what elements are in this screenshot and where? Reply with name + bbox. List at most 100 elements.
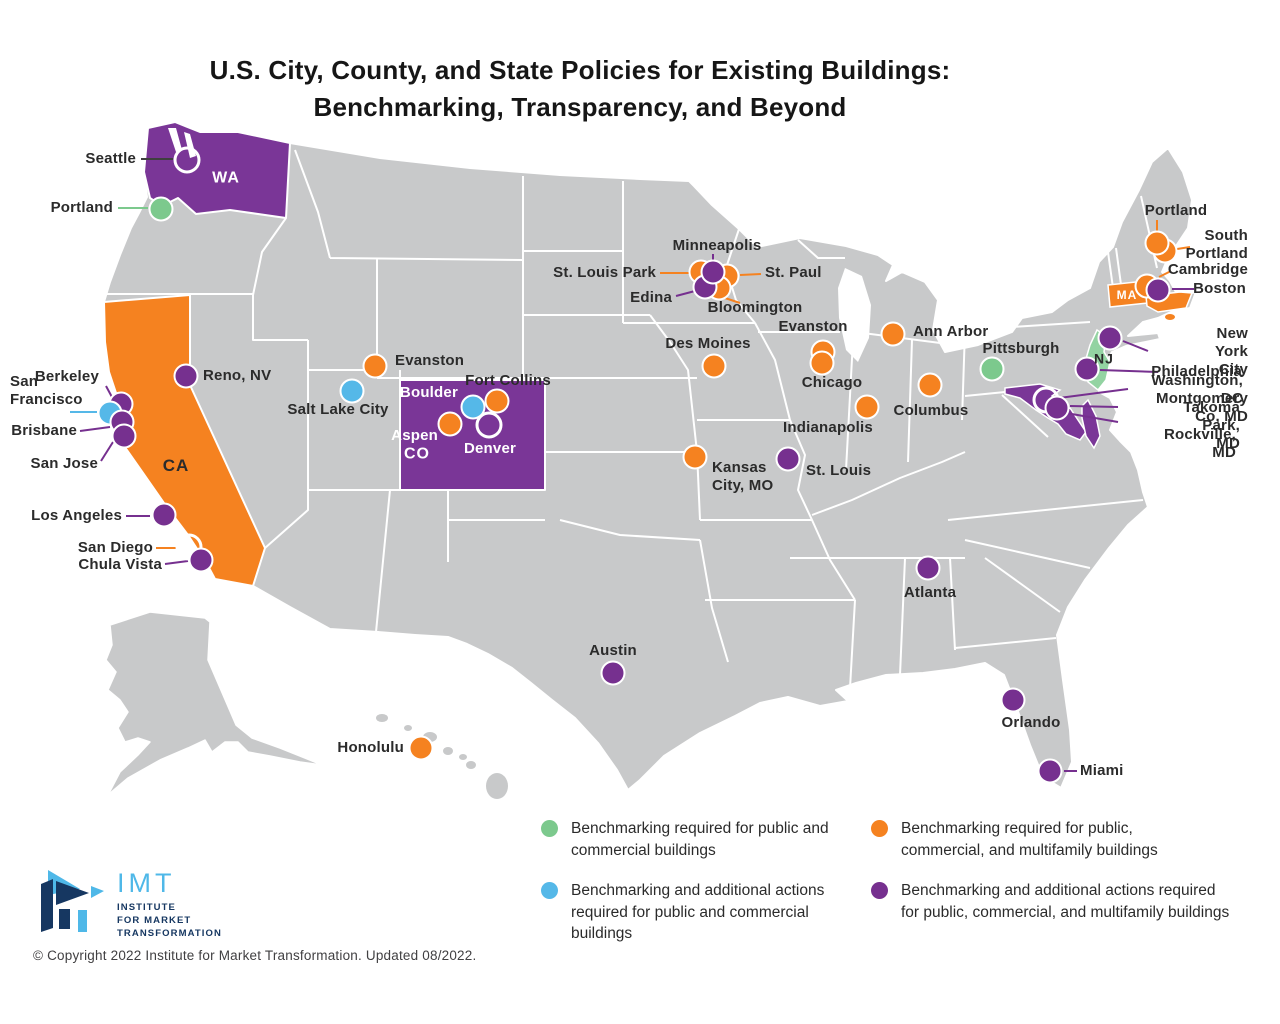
- city-label-kansas-city-mo: Kansas City, MO: [712, 459, 774, 494]
- city-label-washington-dc: Washington, DC: [1151, 372, 1243, 407]
- city-label-minneapolis: Minneapolis: [672, 237, 762, 254]
- legend-item-blue: Benchmarking and additional actions requ…: [541, 880, 871, 945]
- legend-dot-purple: [871, 882, 888, 899]
- city-label-chula-vista: Chula Vista: [78, 556, 162, 573]
- city-marker-minneapolis: [700, 259, 726, 285]
- city-marker-aspen: [437, 411, 463, 437]
- city-label-new-york-city: New York City: [1214, 325, 1249, 378]
- city-label-portland-or: Portland: [50, 199, 113, 216]
- state-label-ma: MA: [1116, 287, 1138, 302]
- connector-line: [79, 426, 111, 432]
- legend-label-orange: Benchmarking required for public, commer…: [901, 820, 1158, 859]
- city-marker-fort-collins: [484, 388, 510, 414]
- state-label-wa: WA: [212, 169, 240, 187]
- lake-michigan: [838, 268, 871, 362]
- city-marker-pittsburgh: [979, 356, 1005, 382]
- city-label-columbus: Columbus: [893, 402, 969, 419]
- city-marker-salt-lake-city: [339, 378, 365, 404]
- city-label-evanston-il: Evanston: [778, 318, 848, 335]
- city-label-orlando: Orlando: [1001, 714, 1061, 731]
- state-label-co: CO: [404, 445, 430, 463]
- city-label-evanston-wy: Evanston: [395, 352, 465, 369]
- city-label-philadelphia: Philadelphia: [1151, 363, 1242, 380]
- legend-dot-green: [541, 820, 558, 837]
- legend-label-green: Benchmarking required for public and com…: [571, 820, 829, 859]
- legend-label-purple: Benchmarking and additional actions requ…: [901, 882, 1230, 921]
- city-marker-miami: [1037, 758, 1063, 784]
- city-label-aspen: Aspen: [391, 427, 438, 444]
- city-marker-kansas-city-mo: [682, 444, 708, 470]
- city-marker-chicago: [809, 350, 835, 376]
- legend-item-green: Benchmarking required for public and com…: [541, 818, 871, 861]
- connector-line: [1069, 405, 1119, 408]
- city-label-san-francisco: San Francisco: [10, 373, 83, 408]
- legend-item-purple: Benchmarking and additional actions requ…: [871, 880, 1231, 923]
- connector-line: [100, 441, 114, 462]
- city-label-honolulu: Honolulu: [337, 739, 404, 756]
- connector-line: [1065, 412, 1119, 423]
- city-marker-austin: [600, 660, 626, 686]
- connector-line: [1176, 246, 1191, 250]
- city-marker-reno-nv: [173, 363, 199, 389]
- city-label-st-louis-park: St. Louis Park: [553, 264, 656, 281]
- connector-line: [675, 290, 696, 297]
- city-label-ann-arbor: Ann Arbor: [913, 323, 989, 340]
- connector-line: [1058, 388, 1129, 399]
- city-marker-st-louis: [775, 446, 801, 472]
- city-marker-portland-or: [148, 196, 174, 222]
- legend-label-blue: Benchmarking and additional actions requ…: [571, 882, 825, 943]
- city-label-boulder: Boulder: [399, 384, 458, 401]
- city-label-des-moines: Des Moines: [665, 335, 751, 352]
- city-marker-ann-arbor: [880, 321, 906, 347]
- state-label-nj: NJ: [1094, 350, 1114, 367]
- connector-line: [1122, 340, 1149, 352]
- connector-line: [164, 560, 189, 565]
- city-label-berkeley: Berkeley: [34, 368, 99, 385]
- legend-item-orange: Benchmarking required for public, commer…: [871, 818, 1231, 861]
- city-label-st-louis: St. Louis: [806, 462, 872, 479]
- legend-dot-orange: [871, 820, 888, 837]
- city-label-fort-collins: Fort Collins: [465, 372, 551, 389]
- state-colorado: [399, 379, 546, 491]
- imt-logo-name: INSTITUTE FOR MARKET TRANSFORMATION: [117, 902, 222, 939]
- city-label-chicago: Chicago: [801, 374, 863, 391]
- city-label-atlanta: Atlanta: [903, 584, 957, 601]
- city-marker-portland-me: [1144, 230, 1170, 256]
- city-marker-seattle: [173, 146, 201, 174]
- city-label-takoma-park-md: Takoma Park, MD: [1183, 399, 1240, 452]
- alaska-shape: [105, 611, 323, 796]
- connector-line: [739, 273, 762, 276]
- city-label-montgomery-co-md: Montgomery Co, MD: [1156, 390, 1248, 425]
- copyright-text: © Copyright 2022 Institute for Market Tr…: [33, 948, 477, 963]
- city-label-rockville-md: Rockville, MD: [1163, 426, 1236, 461]
- city-marker-chula-vista: [188, 547, 214, 573]
- connector-line: [1158, 270, 1172, 278]
- puget-sound-inlet: [168, 128, 182, 152]
- city-marker-honolulu: [408, 735, 434, 761]
- ma-island: [1165, 314, 1175, 320]
- city-marker-orlando: [1000, 687, 1026, 713]
- imt-logo-abbr: IMT: [117, 868, 176, 898]
- city-label-san-jose: San Jose: [30, 455, 98, 472]
- city-label-bloomington: Bloomington: [707, 299, 803, 316]
- city-label-brisbane: Brisbane: [11, 422, 77, 439]
- city-label-los-angeles: Los Angeles: [31, 507, 122, 524]
- city-label-pittsburgh: Pittsburgh: [982, 340, 1060, 357]
- city-label-miami: Miami: [1080, 762, 1124, 779]
- city-marker-new-york-city: [1097, 325, 1123, 351]
- state-label-ca: CA: [162, 455, 190, 475]
- city-label-seattle: Seattle: [85, 150, 136, 167]
- city-label-south-portland: South Portland: [1185, 227, 1248, 262]
- city-marker-montgomery-co-md: [1044, 395, 1070, 421]
- imt-logo-mark: [41, 870, 104, 932]
- city-label-reno-nv: Reno, NV: [203, 367, 272, 384]
- state-maryland-eastern-shore: [1081, 398, 1101, 450]
- imt-logo: IMT INSTITUTE FOR MARKET TRANSFORMATION: [33, 862, 222, 940]
- hawaii-islands: [376, 714, 508, 799]
- city-marker-los-angeles: [151, 502, 177, 528]
- city-label-austin: Austin: [589, 642, 637, 659]
- city-marker-indianapolis: [854, 394, 880, 420]
- city-label-san-diego: San Diego: [77, 539, 153, 556]
